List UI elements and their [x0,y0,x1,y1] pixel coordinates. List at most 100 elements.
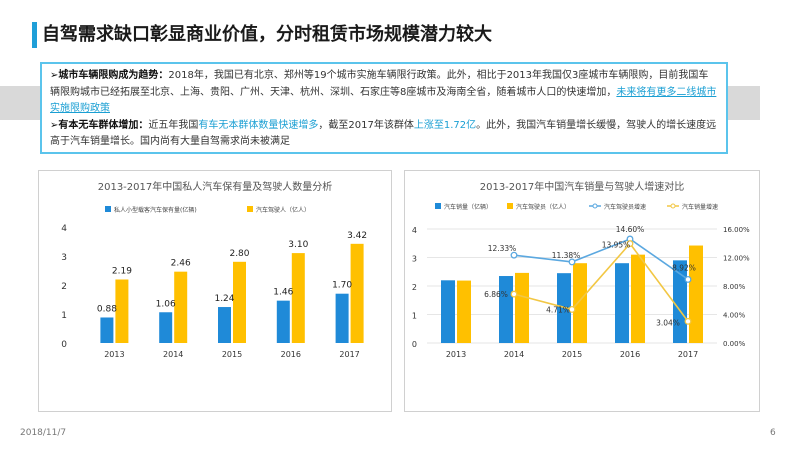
sales-growth-label: 4.71% [546,305,570,314]
bar-sales [441,280,455,343]
x-tick-label: 2015 [222,350,242,359]
summary-text-box: ➢城市车辆限购成为趋势：2018年，我国已有北京、郑州等19个城市实施车辆限行政… [40,62,728,154]
bar-ownership [159,312,173,343]
y2-tick-label: 4.00% [723,312,746,320]
y-tick-label: 1 [412,312,417,321]
driver-growth-label: 12.33% [488,244,517,253]
bullet-paragraph-restriction: ➢城市车辆限购成为趋势：2018年，我国已有北京、郑州等19个城市实施车辆限行政… [50,68,718,118]
sales-growth-label: 13.95% [602,241,631,250]
x-tick-label: 2013 [104,350,124,359]
sales-growth-point [684,317,692,325]
x-tick-label: 2016 [620,350,640,359]
data-label-drivers: 2.19 [112,266,132,276]
bar-drivers [115,279,129,343]
legend-label: 汽车驾驶员（亿人） [516,203,570,211]
data-label-drivers: 2.46 [171,259,191,269]
driver-growth-label: 8.92% [672,263,696,272]
driver-growth-label: 11.38% [552,251,581,260]
driver-growth-point [684,275,692,283]
sales-growth-line [513,242,689,322]
data-label-ownership: 0.88 [97,304,117,314]
bullet-text-drivers-b: ，截至2017年该群体 [318,119,414,131]
y-tick-label: 0 [412,340,417,349]
bar-sales [615,263,629,343]
legend-label: 汽车驾驶人（亿人） [256,206,310,214]
sales-growth-label: 3.04% [656,318,680,327]
legend-swatch [247,206,253,212]
highlight-restriction: 未来将有更多二线城市实施限购政策 [50,86,717,115]
bullet-heading-drivers: ➢有本无车群体增加： [50,119,149,131]
driver-growth-point [510,251,518,259]
legend-swatch [105,206,111,212]
bullet-paragraph-drivers: ➢有本无车群体增加：近五年我国有车无本群体数量快速增多，截至2017年该群体上涨… [50,118,718,151]
legend-label: 汽车销量（亿辆） [444,203,492,211]
bar-sales [673,260,687,343]
bar-ownership [335,293,349,343]
data-label-ownership: 1.46 [273,288,293,298]
sales-growth-point [510,290,518,298]
data-label-ownership: 1.06 [156,299,176,309]
y-tick-label: 3 [61,253,67,263]
y2-tick-label: 8.00% [723,283,746,291]
driver-growth-line [513,238,689,281]
y-tick-label: 4 [412,226,417,235]
sales-growth-point [568,305,576,313]
bar-ownership [100,317,114,343]
driver-growth-label: 14.60% [616,225,645,234]
page-title: 自驾需求缺口彰显商业价值，分时租赁市场规模潜力较大 [42,24,492,45]
footer-date: 2018/11/7 [20,428,67,438]
data-label-drivers: 2.80 [229,249,249,259]
data-label-ownership: 1.70 [332,281,352,291]
x-tick-label: 2016 [281,350,301,359]
x-tick-label: 2015 [562,350,582,359]
bullet-text-restriction: 2018年，我国已有北京、郑州等19个城市实施车辆限行政策。此外，相比于2013… [50,70,709,98]
y2-tick-label: 0.00% [723,340,746,348]
bullet-text-drivers-a: 近五年我国 [148,119,199,131]
bar-drivers [515,272,529,343]
legend-marker [592,203,598,209]
y2-tick-label: 12.00% [723,255,750,263]
highlight-drivers-a: 有车无本群体数量快速增多 [198,119,319,131]
bar-sales [499,276,513,343]
highlight-drivers-b: 上涨至1.72亿 [413,119,477,131]
bar-drivers [631,254,645,343]
y-tick-label: 4 [61,224,67,234]
title-accent-bar [32,22,37,48]
legend-label: 私人小型载客汽车保有量(亿辆) [114,206,197,214]
legend-swatch [435,203,441,209]
legend-swatch [507,203,513,209]
bar-drivers [573,263,587,343]
legend-label: 汽车销量增速 [682,203,718,211]
bar-drivers [457,280,471,343]
bullet-heading-restriction: ➢城市车辆限购成为趋势： [50,70,169,81]
legend-marker [670,203,676,209]
bar-ownership [218,307,231,343]
driver-growth-point [568,258,576,266]
x-tick-label: 2017 [678,350,698,359]
page-number: 6 [770,428,776,438]
chart-title: 2013-2017年中国汽车销量与驾驶人增速对比 [480,180,685,193]
bullet-text-drivers-c: 。此外，我国汽车销量增长缓慢，驾驶人的增长速度远高于汽车销量增长。国内尚有大量自… [50,119,717,148]
bar-drivers [233,261,246,343]
y-tick-label: 2 [412,283,417,292]
bar-drivers [350,243,364,343]
data-label-ownership: 1.24 [214,294,234,304]
sales-growth-point [626,240,634,248]
x-tick-label: 2014 [163,350,183,359]
chart-panel-growth: 2013-2017年中国汽车销量与驾驶人增速对比汽车销量（亿辆） 汽车驾驶员（亿人… [404,170,760,412]
data-label-drivers: 3.10 [288,240,308,250]
sales-growth-label: 6.86% [484,290,508,299]
x-tick-label: 2013 [446,350,466,359]
bar-drivers [174,271,188,343]
y-tick-label: 1 [61,311,67,321]
y-tick-label: 3 [412,255,417,264]
chart-ownership: 2013-2017年中国私人汽车保有量及驾驶人数量分析私人小型载客汽车保有量(亿… [61,180,367,359]
data-label-drivers: 3.42 [347,231,367,241]
bar-drivers [291,253,305,343]
y-tick-label: 0 [61,340,67,350]
bar-drivers [689,245,703,343]
legend-label: 汽车驾驶员增速 [604,203,646,211]
x-tick-label: 2014 [504,350,524,359]
chart-panel-ownership: 2013-2017年中国私人汽车保有量及驾驶人数量分析 私人小型载客汽车保有量(亿… [38,170,392,412]
